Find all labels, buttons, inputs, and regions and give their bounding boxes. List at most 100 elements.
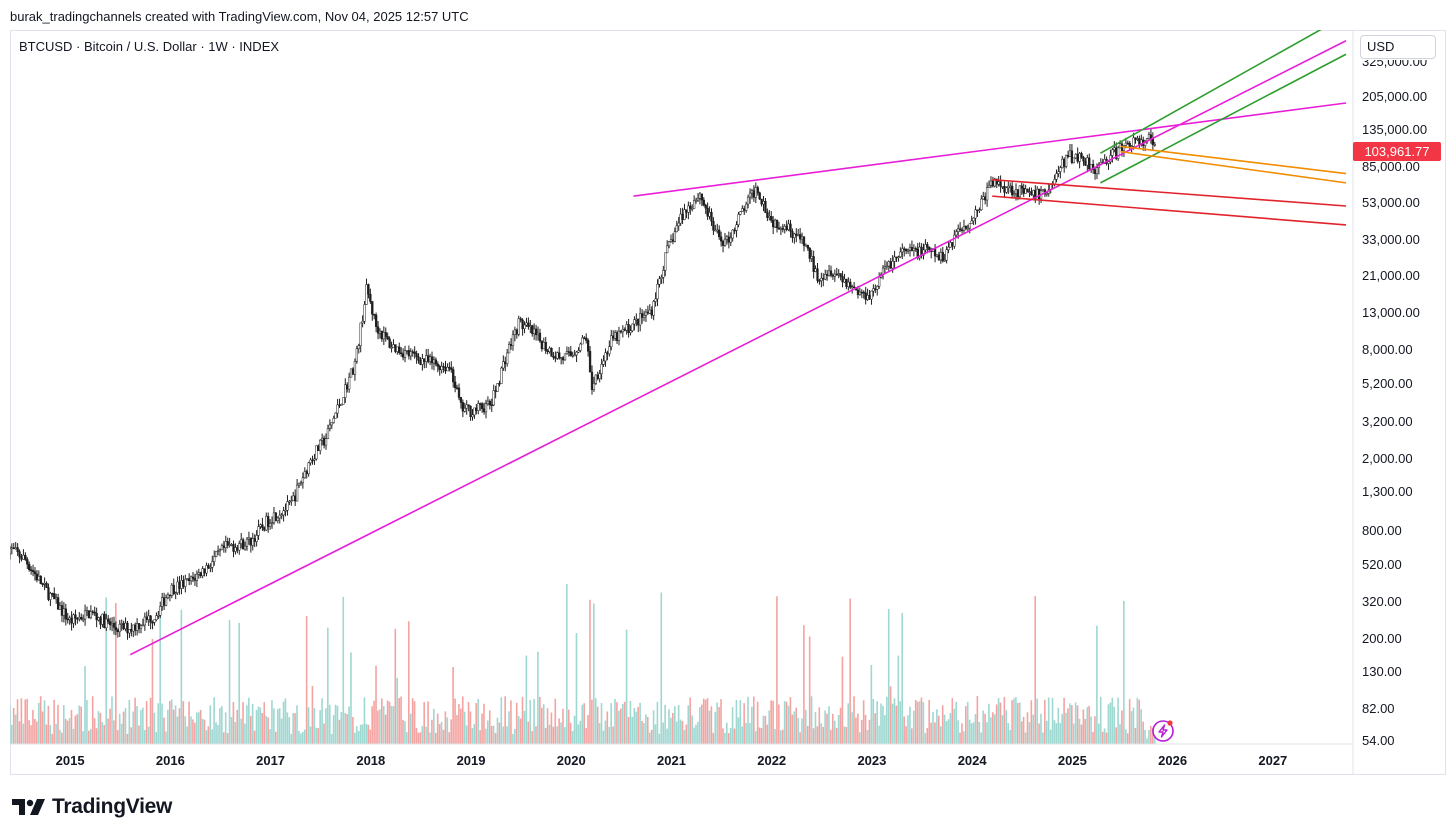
candle-body [403,350,407,358]
candle-body [908,247,912,251]
candle-body [338,404,341,407]
volume-bar [986,722,988,744]
price-axis[interactable]: 325,000.00 205,000.00 135,000.00 85,000.00 5… [1362,54,1427,748]
candle-body [612,335,615,339]
orange-channel-upper[interactable] [1120,145,1347,175]
volume-bar [228,620,231,744]
candle-body [831,274,835,277]
volume-bar [249,715,252,744]
candle-body [240,539,243,544]
volume-bar [400,696,402,744]
volume-bar [1086,707,1089,744]
green-channel-lower[interactable] [1100,53,1347,184]
candle-body [7,547,9,554]
volume-bar [209,705,212,744]
candle-body [862,291,865,294]
candle-body [415,353,418,358]
volume-bar [1067,708,1069,744]
candle-body [444,366,447,372]
volume-bar [812,728,815,744]
volume-bar [1148,729,1150,744]
candle-body [344,384,347,398]
candle-body [1014,189,1018,194]
red-channel-lower[interactable] [992,195,1347,226]
red-channel-upper[interactable] [992,178,1347,207]
volume-bar [824,710,826,744]
candle-body [45,582,48,588]
volume-bar [569,722,572,744]
candle-body [12,547,15,550]
volume-bar [500,697,503,744]
orange-channel-lower[interactable] [1120,150,1347,184]
volume-bar [434,732,437,744]
candle-body [964,226,968,229]
candle-body [895,256,898,259]
tradingview-brand[interactable]: TradingView [12,795,172,819]
volume-bar [928,700,930,744]
candle-body [220,545,224,551]
price-tick-label: 800.00 [1362,523,1402,538]
volume-bar [165,731,167,744]
volume-bar [754,731,757,744]
candle-body [1086,157,1089,166]
volume-bar [959,732,961,744]
candle-body [527,322,530,327]
candle-body [822,277,825,280]
volume-bar [749,723,751,744]
volume-bar [315,727,318,744]
volume-bar [978,722,981,744]
time-axis[interactable]: 2015 2016 2017 2018 2019 2020 2021 2022 2023 2024… [56,753,1288,768]
candle-body [479,403,482,405]
candle-body [255,535,258,542]
volume-bar [849,598,851,744]
volume-bar [473,723,476,744]
volume-bar [51,733,54,744]
volume-bar [893,698,896,744]
candle-body [55,597,58,600]
volume-bar [1097,723,1100,744]
upper-resistance-line[interactable] [633,102,1347,197]
candle-body [263,527,266,531]
candle-body [827,270,831,276]
symbol-title[interactable]: BTCUSD · Bitcoin / U.S. Dollar · 1W · IN… [19,39,280,54]
candle-body [1063,158,1066,167]
candle-body [20,556,23,560]
currency-selector[interactable]: USD [1360,35,1436,59]
volume-bar [739,700,742,744]
volume-bar [858,732,861,744]
long-term-support-line[interactable] [129,40,1347,656]
candle-body [633,319,636,325]
candle-body [631,323,634,331]
lightning-icon[interactable] [1152,720,1174,742]
candle-body [161,597,164,607]
candle-body [369,293,372,302]
volume-bar [729,728,732,744]
volume-bar [367,724,370,744]
candle-body [860,291,863,294]
candle-body [604,352,607,362]
volume-bar [1055,723,1058,744]
volume-bar [134,697,136,744]
candle-body [1070,150,1074,163]
volume-bar [760,728,763,744]
volume-bar [558,718,560,744]
volume-bar [490,726,493,744]
candle-body [592,383,596,390]
candle-body [1011,185,1014,196]
volume-bar [352,717,354,744]
candle-body [195,573,199,581]
candle-body [669,239,673,242]
volume-bar [496,717,499,744]
volume-bar [1134,727,1137,744]
green-channel-upper[interactable] [1100,15,1346,154]
volume-bar [830,729,832,744]
candle-body [124,622,127,630]
volume-bar [286,712,289,744]
candle-body [629,330,632,334]
candle-body [1018,185,1022,198]
candle-body [897,256,900,259]
volume-bar [47,705,50,744]
candle-body [114,627,118,631]
volume-bar [1144,729,1146,744]
